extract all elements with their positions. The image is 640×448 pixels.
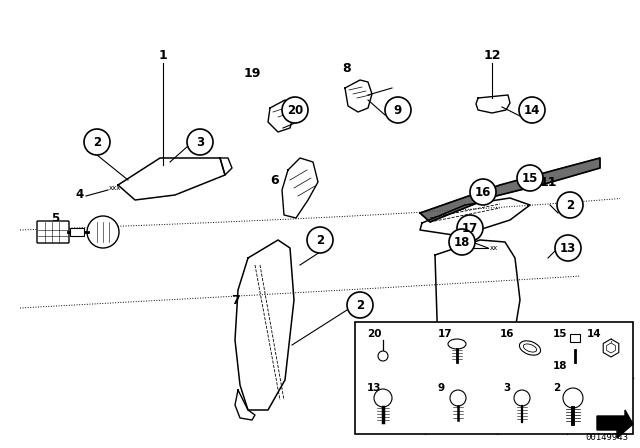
Polygon shape: [597, 410, 633, 438]
Circle shape: [457, 215, 483, 241]
Circle shape: [450, 390, 466, 406]
Text: 15: 15: [553, 329, 568, 339]
Text: 7: 7: [230, 293, 239, 306]
Text: 17: 17: [438, 329, 452, 339]
Circle shape: [385, 97, 411, 123]
Text: 2: 2: [356, 298, 364, 311]
Text: 20: 20: [367, 329, 381, 339]
Circle shape: [307, 227, 333, 253]
Text: 19: 19: [243, 66, 260, 79]
Text: 18: 18: [454, 236, 470, 249]
Ellipse shape: [520, 341, 541, 355]
Text: xxx: xxx: [109, 185, 121, 191]
Text: 12: 12: [483, 48, 500, 61]
Text: 17: 17: [462, 221, 478, 234]
Text: 2: 2: [93, 135, 101, 148]
Text: 4: 4: [459, 241, 467, 254]
Text: 18: 18: [553, 361, 568, 371]
Circle shape: [563, 388, 583, 408]
Text: 16: 16: [500, 329, 515, 339]
Text: xx: xx: [490, 245, 498, 251]
Circle shape: [555, 235, 581, 261]
Text: 00149943: 00149943: [585, 433, 628, 442]
Bar: [570, 334, 580, 342]
Circle shape: [84, 129, 110, 155]
Text: 8: 8: [342, 61, 351, 74]
Text: 3: 3: [503, 383, 510, 393]
Polygon shape: [420, 158, 600, 222]
Circle shape: [470, 179, 496, 205]
Text: 9: 9: [438, 383, 445, 393]
Text: 1: 1: [159, 48, 168, 61]
FancyBboxPatch shape: [37, 221, 69, 243]
Bar: [355, 322, 633, 434]
Circle shape: [378, 351, 388, 361]
Circle shape: [374, 389, 392, 407]
Text: 15: 15: [522, 172, 538, 185]
Circle shape: [519, 97, 545, 123]
Circle shape: [187, 129, 213, 155]
Circle shape: [347, 292, 373, 318]
Text: 5: 5: [51, 211, 59, 224]
Circle shape: [282, 97, 308, 123]
Text: 2: 2: [316, 233, 324, 246]
Circle shape: [449, 229, 475, 255]
Text: 4: 4: [76, 188, 84, 201]
Text: 10: 10: [489, 326, 507, 339]
Text: 13: 13: [367, 383, 381, 393]
Text: 14: 14: [524, 103, 540, 116]
Text: 9: 9: [394, 103, 402, 116]
Circle shape: [514, 390, 530, 406]
Text: 3: 3: [196, 135, 204, 148]
Text: 13: 13: [560, 241, 576, 254]
Text: 2: 2: [566, 198, 574, 211]
Text: 16: 16: [475, 185, 491, 198]
Text: 6: 6: [271, 173, 279, 186]
Ellipse shape: [448, 339, 466, 349]
Text: 2: 2: [553, 383, 560, 393]
Circle shape: [87, 216, 119, 248]
Text: 11: 11: [540, 176, 557, 189]
Text: 20: 20: [287, 103, 303, 116]
Text: 14: 14: [587, 329, 602, 339]
Bar: [70, 228, 84, 236]
Circle shape: [557, 192, 583, 218]
Circle shape: [517, 165, 543, 191]
